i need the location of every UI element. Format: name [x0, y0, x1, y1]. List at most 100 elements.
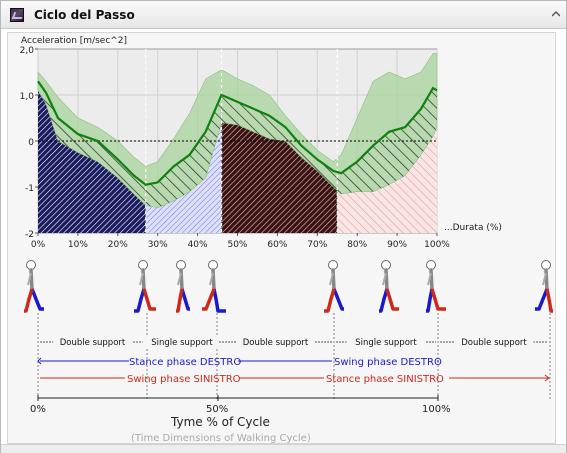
figure-left-leg — [385, 288, 399, 311]
walking-figure — [134, 260, 156, 313]
figure-right-leg — [180, 288, 190, 311]
swing-left-label: Swing phase SINISTRO — [127, 374, 241, 385]
x-tick-label: 80% — [347, 240, 367, 250]
y-tick-label: 1,0 — [20, 92, 35, 102]
cycle-start-label: 0% — [30, 404, 46, 415]
phase-label-bg — [142, 335, 222, 348]
figure-head — [541, 260, 551, 270]
figure-head — [328, 260, 338, 270]
figure-left-leg — [545, 288, 553, 313]
figure-arm — [177, 272, 182, 286]
figure-torso — [29, 268, 34, 291]
figure-right-leg — [212, 288, 226, 313]
stance-right-label: Stance phase DESTRO — [129, 357, 241, 368]
figure-torso — [544, 268, 549, 291]
figure-left-leg — [430, 288, 446, 311]
figure-torso — [384, 268, 389, 291]
x-tick-label: 10% — [68, 240, 88, 250]
phase-region-3 — [221, 122, 338, 233]
phase-label-bg — [454, 335, 534, 348]
figure-arm — [427, 272, 432, 286]
x-tick-label: 20% — [108, 240, 128, 250]
phase-label: Single support — [355, 338, 417, 348]
figure-left-leg — [324, 288, 336, 313]
phase-label-bg — [53, 335, 132, 348]
x-tick-label: 40% — [188, 240, 208, 250]
figure-arm — [542, 272, 547, 286]
y-tick-label: 2,0 — [20, 46, 35, 56]
y-tick-label: -1 — [25, 184, 34, 194]
figure-head — [426, 260, 436, 270]
cycle-mid-label: 50% — [206, 404, 228, 415]
swing-right-label: Swing phase DESTRO — [334, 357, 442, 368]
arrow-left-blue — [37, 357, 42, 365]
walking-figure — [202, 260, 226, 313]
figure-torso — [331, 268, 336, 291]
phase-label: Double support — [243, 338, 309, 348]
phase-region-4 — [337, 127, 437, 233]
phase-label-bg — [236, 335, 315, 348]
y-tick-label: -2 — [25, 230, 34, 240]
walking-figure — [535, 260, 553, 313]
y-tick-label: 0 — [28, 138, 34, 148]
figure-arm — [209, 272, 214, 286]
figure-right-leg — [332, 288, 344, 311]
figure-left-leg — [142, 288, 156, 311]
figure-head — [26, 260, 36, 270]
cycle-axis-subtitle: (Time Dimensions of Walking Cycle) — [131, 433, 311, 444]
arrow-right-red — [544, 374, 550, 382]
phase-label: Single support — [151, 338, 213, 348]
collapse-chevron-icon[interactable] — [552, 11, 560, 17]
phase-region-1 — [38, 90, 146, 234]
chart-axes: 2,0 1,0 0 -1 -20% 10% 20% 30% 40% 50% 60% 70% 80% 90%… — [20, 46, 451, 250]
x-tick-label: 100% — [424, 240, 450, 250]
cycle-end-label: 100% — [422, 404, 451, 415]
walking-figure — [379, 260, 399, 313]
walking-figure — [176, 260, 190, 313]
figure-arm — [329, 272, 334, 286]
figure-head — [138, 260, 148, 270]
walking-figure — [24, 260, 44, 313]
figure-left-leg — [176, 288, 184, 313]
phase-label-bg — [346, 335, 426, 348]
figure-right-leg — [134, 288, 146, 313]
cycle-axis-title: Tyme % of Cycle — [170, 415, 270, 429]
x-axis-label: ...Durata (%) — [444, 223, 502, 233]
figure-torso — [429, 268, 434, 291]
mean-line — [37, 80, 438, 186]
x-tick-label: 70% — [307, 240, 327, 250]
walking-figures — [24, 260, 553, 313]
x-tick-label: 50% — [227, 240, 247, 250]
figure-torso — [141, 268, 146, 291]
panel-title: Ciclo del Passo — [34, 8, 135, 22]
figure-head — [381, 260, 391, 270]
figure-head — [176, 260, 186, 270]
x-tick-label: 0% — [31, 240, 46, 250]
figure-left-leg — [202, 288, 216, 311]
figure-torso — [211, 268, 216, 291]
panel-titlebar[interactable]: Ciclo del Passo — [1, 1, 566, 29]
figure-arm — [139, 272, 144, 286]
x-tick-label: 60% — [267, 240, 287, 250]
walking-figure — [324, 260, 344, 313]
stance-left-label: Stance phase SINISTRO — [326, 374, 444, 385]
figure-right-leg — [426, 288, 434, 313]
figure-right-leg — [30, 288, 44, 311]
phase-region-2 — [145, 122, 222, 233]
figure-arm — [27, 272, 32, 286]
walking-figure — [426, 260, 446, 313]
x-tick-label: 90% — [387, 240, 407, 250]
plot-area — [37, 48, 438, 234]
chart-app-icon — [10, 8, 24, 22]
horizontal-scrollbar[interactable] — [1, 444, 566, 453]
figure-left-leg — [24, 288, 34, 313]
figure-torso — [179, 268, 184, 291]
phase-label: Double support — [461, 338, 527, 348]
y-axis-label: Acceleration [m/sec^2] — [21, 36, 127, 46]
x-tick-label: 30% — [148, 240, 168, 250]
figure-arm — [382, 272, 387, 286]
figure-head — [208, 260, 218, 270]
figure-right-leg — [379, 288, 389, 313]
